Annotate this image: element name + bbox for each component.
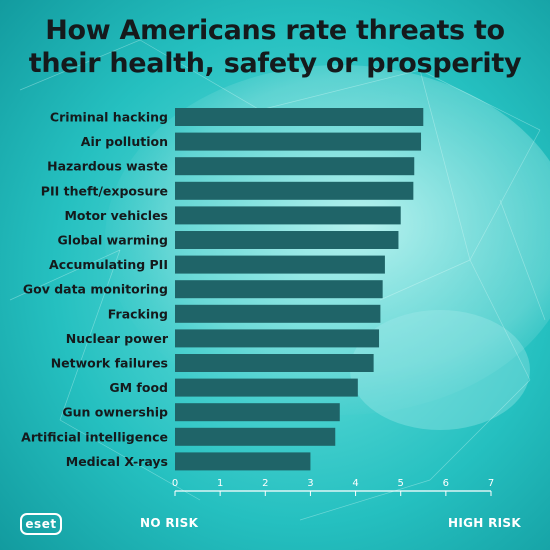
category-label-nuclear-power: Nuclear power bbox=[66, 331, 169, 346]
category-label-accumulating-pii: Accumulating PII bbox=[49, 257, 168, 272]
bar-gun-ownership bbox=[175, 403, 340, 422]
x-tick-label-5: 5 bbox=[398, 478, 404, 489]
category-label-criminal-hacking: Criminal hacking bbox=[50, 110, 168, 125]
bar-criminal-hacking bbox=[175, 108, 424, 126]
bar-air-pollution bbox=[175, 132, 422, 151]
chart-title: How Americans rate threats to their heal… bbox=[0, 14, 550, 80]
no-risk-label: NO RISK bbox=[140, 516, 199, 530]
x-tick-label-0: 0 bbox=[172, 478, 178, 489]
x-tick-label-2: 2 bbox=[262, 478, 268, 489]
title-line-1: How Americans rate threats to bbox=[45, 15, 505, 46]
eset-logo: eset bbox=[20, 513, 62, 535]
title-line-2: their health, safety or prosperity bbox=[28, 48, 522, 79]
x-tick-label-3: 3 bbox=[307, 478, 313, 489]
category-label-medical-x-rays: Medical X-rays bbox=[66, 454, 168, 469]
x-tick-label-7: 7 bbox=[488, 478, 494, 489]
bar-medical-x-rays bbox=[175, 452, 311, 471]
category-labels: Criminal hacking Air pollution Hazardous w… bbox=[21, 110, 169, 469]
bar-pii-theft-exposure bbox=[175, 181, 414, 200]
x-tick-label-6: 6 bbox=[443, 478, 449, 489]
bar-fracking bbox=[175, 304, 381, 323]
bar-network-failures bbox=[175, 354, 374, 372]
category-label-hazardous-waste: Hazardous waste bbox=[47, 159, 168, 174]
bar-gov-data-monitoring bbox=[175, 280, 383, 299]
high-risk-label: HIGH RISK bbox=[448, 516, 521, 530]
category-label-pii-theft-exposure: PII theft/exposure bbox=[41, 183, 168, 198]
bar-motor-vehicles bbox=[175, 206, 401, 225]
bar-global-warming bbox=[175, 231, 399, 249]
category-label-global-warming: Global warming bbox=[58, 233, 168, 248]
bars-group bbox=[175, 108, 424, 471]
category-label-air-pollution: Air pollution bbox=[81, 134, 168, 149]
category-label-fracking: Fracking bbox=[108, 306, 168, 321]
bar-nuclear-power bbox=[175, 329, 380, 348]
category-label-artificial-intelligence: Artificial intelligence bbox=[21, 429, 168, 444]
category-label-network-failures: Network failures bbox=[51, 356, 168, 371]
category-label-gm-food: GM food bbox=[109, 380, 168, 395]
bar-gm-food bbox=[175, 378, 358, 397]
bar-accumulating-pii bbox=[175, 255, 385, 274]
category-label-gun-ownership: Gun ownership bbox=[62, 405, 168, 420]
x-axis: 0 1 2 3 4 5 6 7 bbox=[172, 478, 494, 496]
bar-hazardous-waste bbox=[175, 157, 415, 176]
category-label-gov-data-monitoring: Gov data monitoring bbox=[23, 282, 168, 297]
category-label-motor-vehicles: Motor vehicles bbox=[64, 208, 168, 223]
x-tick-label-1: 1 bbox=[217, 478, 223, 489]
bar-artificial-intelligence bbox=[175, 427, 336, 446]
x-tick-label-4: 4 bbox=[352, 478, 358, 489]
